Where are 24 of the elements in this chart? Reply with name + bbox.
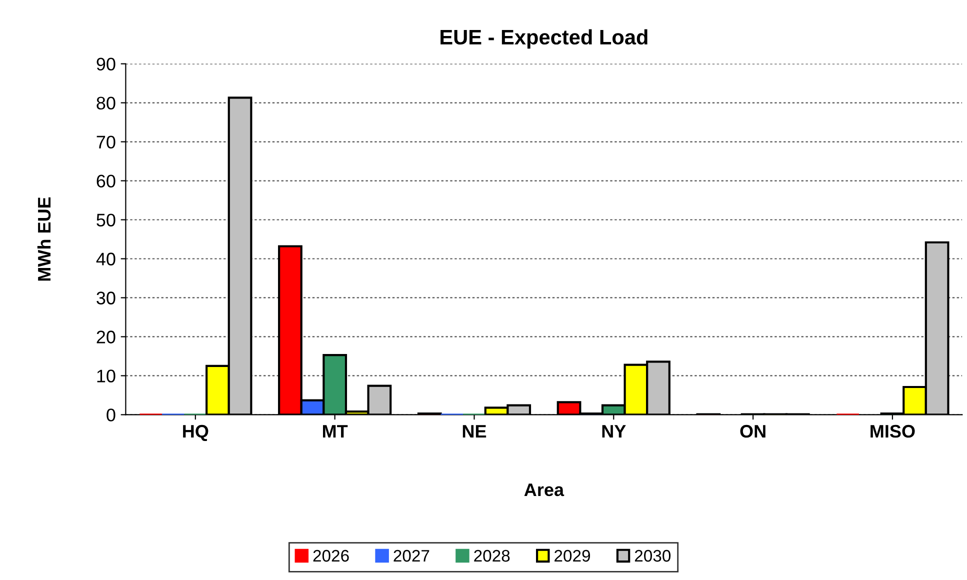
x-tick-label: MISO (870, 424, 915, 438)
legend-label: 2030 (634, 550, 671, 562)
y-axis-title: MWh EUE (37, 197, 51, 281)
y-tick-label: 50 (96, 214, 116, 226)
legend-label: 2028 (474, 550, 510, 562)
y-tick-label: 40 (96, 252, 116, 266)
chart-title: EUE - Expected Load (440, 29, 648, 49)
y-tick-label: 70 (96, 136, 116, 148)
y-tick-label: 0 (106, 408, 116, 422)
y-tick-label: 20 (96, 330, 116, 344)
x-tick-label: NE (462, 425, 486, 438)
x-tick-label: HQ (183, 424, 208, 442)
y-tick-label: 60 (96, 174, 116, 188)
x-tick-label: NY (602, 425, 626, 438)
x-tick-label: MT (322, 425, 348, 438)
legend-label: 2029 (554, 550, 590, 562)
y-tick-label: 80 (96, 96, 116, 110)
y-tick-label: 30 (96, 292, 116, 304)
legend-label: 2027 (394, 550, 430, 562)
y-tick-label: 90 (96, 58, 116, 71)
x-axis-title: Area (524, 484, 564, 496)
y-tick-label: 10 (97, 370, 116, 382)
x-tick-label: ON (740, 424, 766, 438)
legend-label: 2026 (313, 550, 349, 562)
